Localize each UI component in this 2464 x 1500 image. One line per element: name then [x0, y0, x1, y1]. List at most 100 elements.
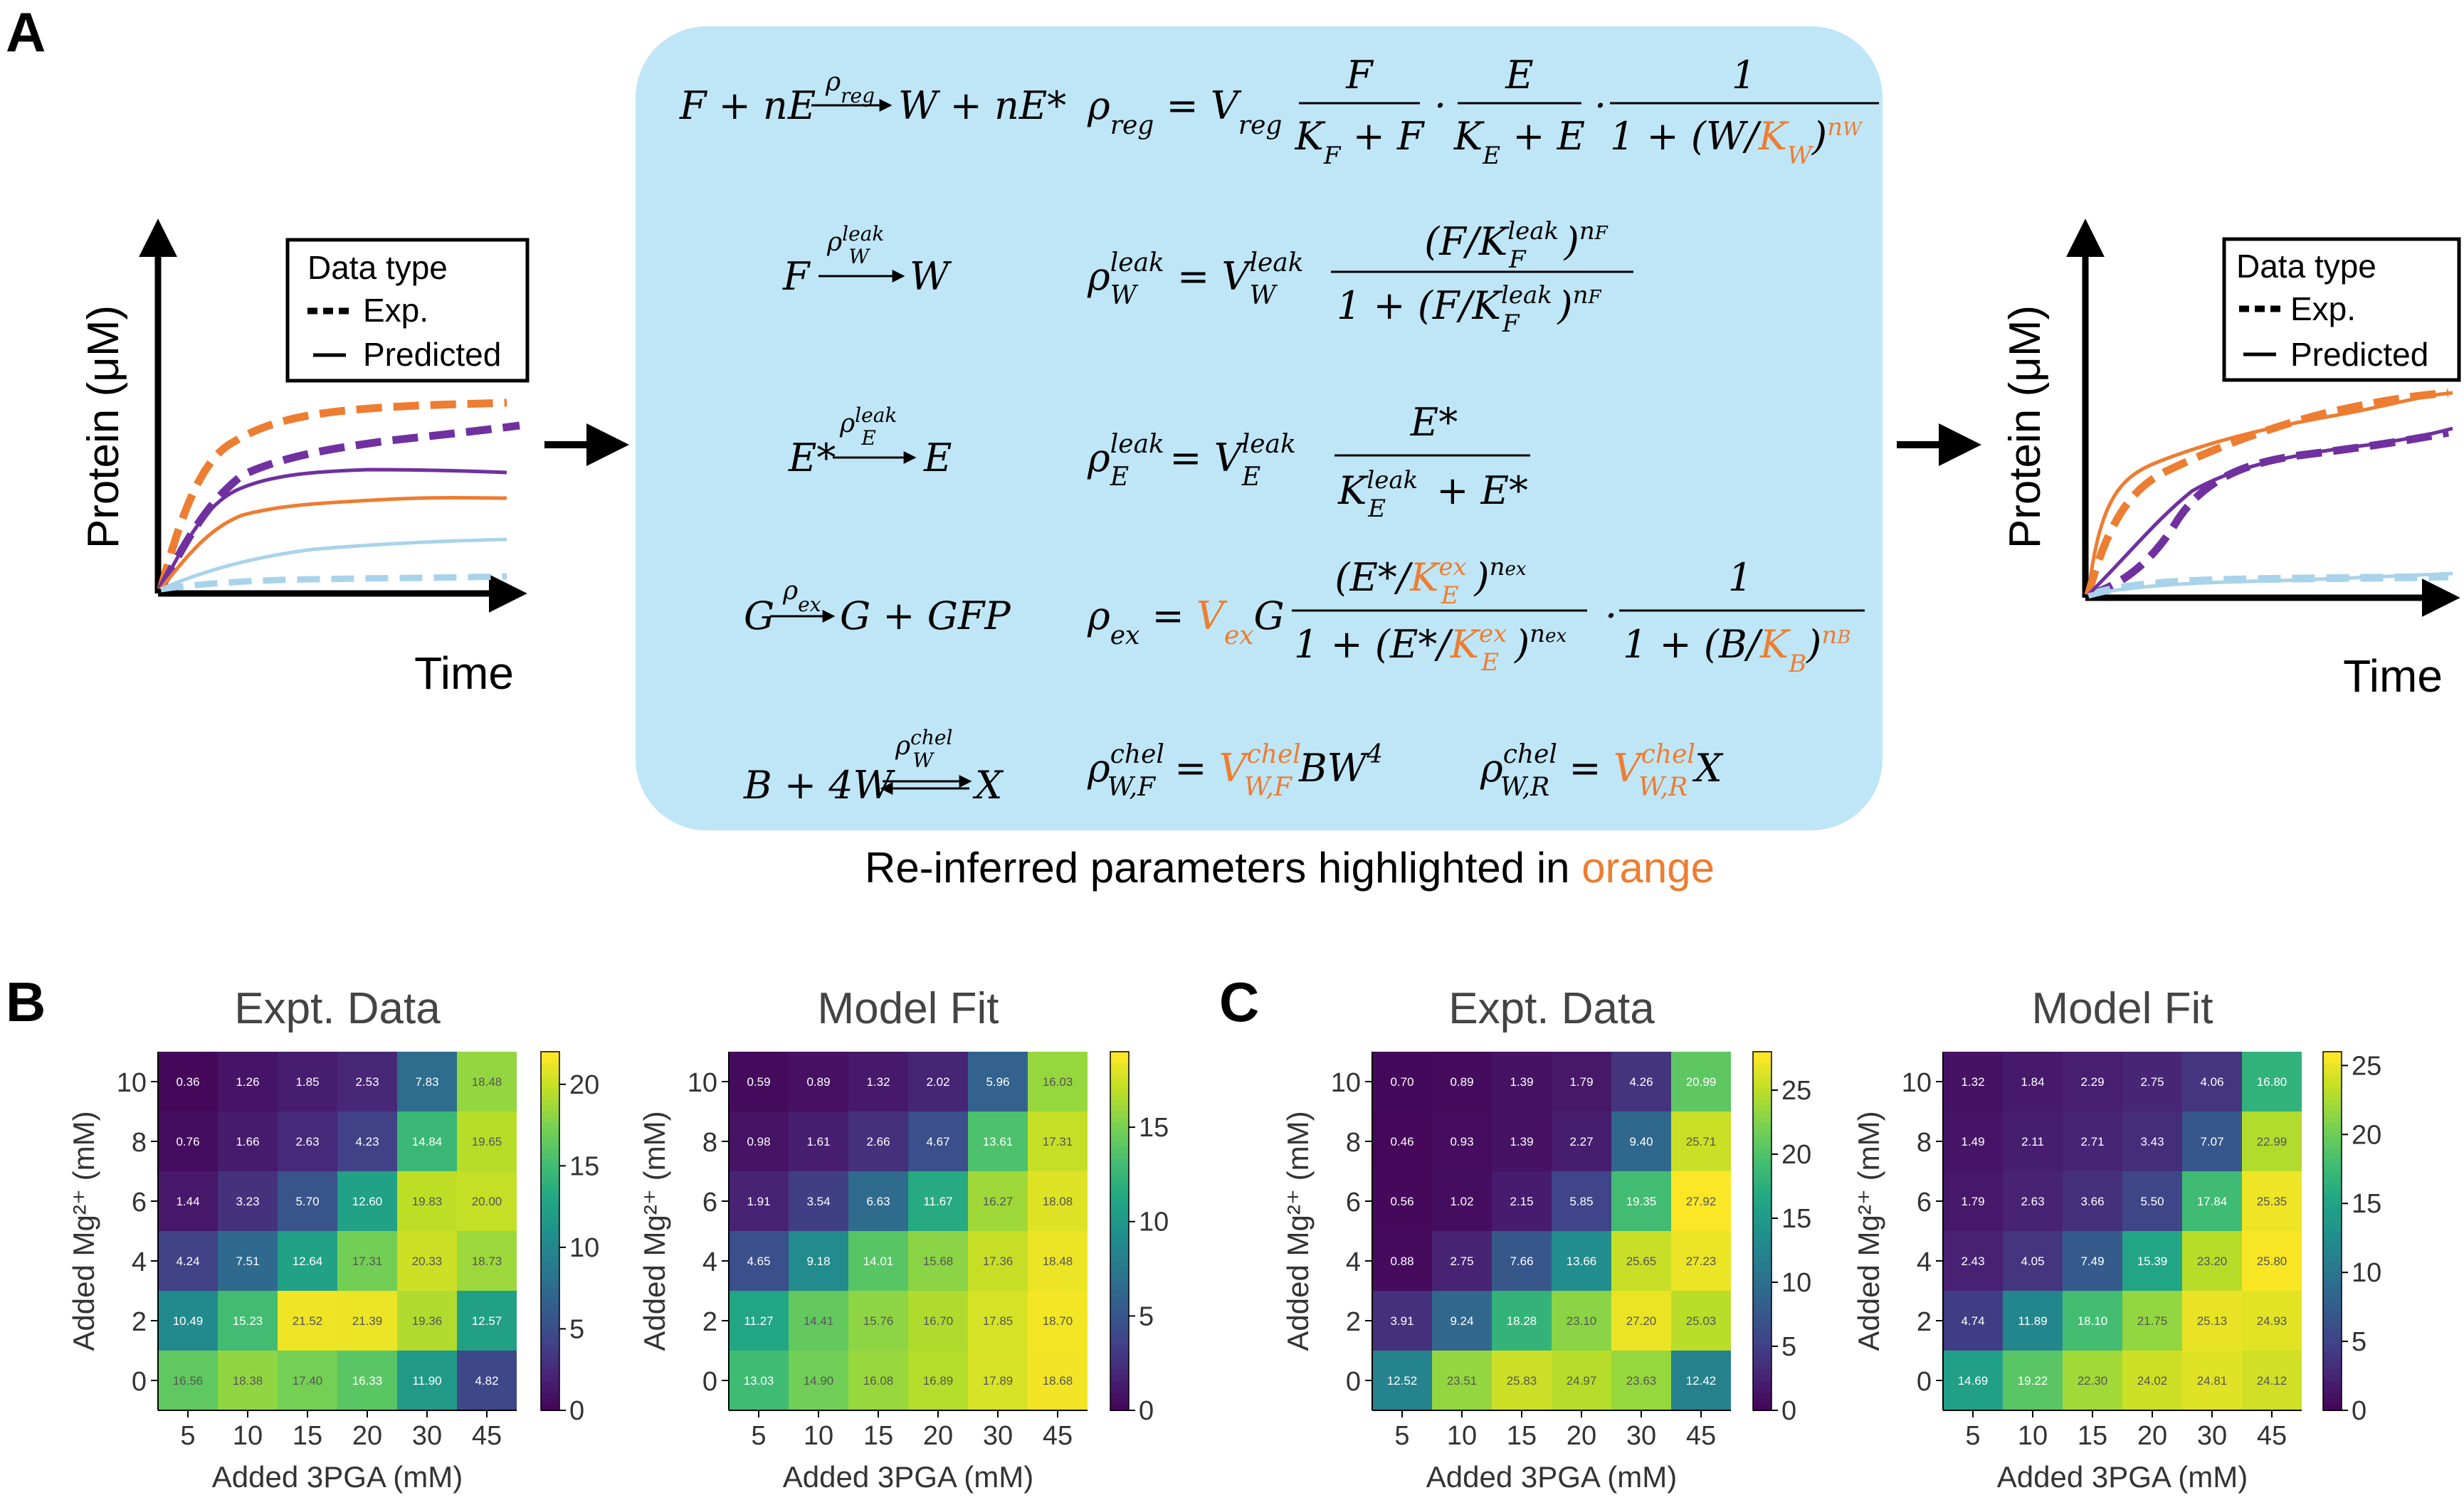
cell-value-label: 20.99: [1686, 1075, 1717, 1089]
colorbar-segment: [541, 1344, 559, 1351]
heatmap-cell: [2242, 1171, 2302, 1231]
y-axis-label: Protein (μM): [2001, 305, 2050, 549]
cell-value-label: 9.18: [806, 1255, 830, 1268]
heatmap-cell: [2182, 1171, 2242, 1231]
heatmap-cell: [1492, 1291, 1552, 1351]
colorbar-segment: [1753, 1314, 1771, 1321]
colorbar-segment: [541, 1153, 559, 1161]
caption-prefix: Re-inferred parameters highlighted in: [865, 844, 1581, 892]
heatmap-cell: [2063, 1231, 2122, 1291]
colorbar-segment: [1753, 1291, 1771, 1298]
cell-value-label: 0.36: [176, 1075, 199, 1089]
x-tick-label: 15: [863, 1421, 893, 1451]
cell-value-label: 0.59: [747, 1075, 770, 1089]
heatmap-cell: [1611, 1351, 1671, 1410]
y-tick-label: 2: [1346, 1307, 1361, 1337]
legend-exp-label: Exp.: [2290, 290, 2356, 327]
colorbar-segment: [1753, 1231, 1771, 1238]
cell-value-label: 0.56: [1390, 1195, 1413, 1208]
x-tick-label: 5: [1965, 1421, 1980, 1451]
colorbar-segment: [1110, 1351, 1129, 1358]
colorbar-segment: [2323, 1351, 2342, 1358]
svg-text:B + 4W: B + 4W: [743, 763, 896, 808]
cell-value-label: 17.31: [1043, 1135, 1073, 1148]
svg-text:1: 1: [1728, 555, 1752, 600]
colorbar-segment: [541, 1284, 559, 1292]
colorbar-segment: [1753, 1165, 1771, 1172]
colorbar-segment: [2323, 1213, 2342, 1220]
colorbar-segment: [1110, 1231, 1129, 1238]
colorbar-segment: [2323, 1111, 2342, 1119]
panel-label-a: A: [6, 1, 46, 63]
heatmap-cell: [908, 1111, 968, 1171]
cell-value-label: 2.75: [1450, 1255, 1473, 1268]
colorbar-segment: [541, 1189, 559, 1196]
heatmap-cell: [908, 1171, 968, 1231]
cell-value-label: 16.80: [2257, 1075, 2287, 1089]
cell-value-label: 21.52: [293, 1314, 323, 1328]
cell-value-label: 25.65: [1626, 1255, 1657, 1268]
cell-value-label: 1.84: [2021, 1075, 2044, 1089]
colorbar-segment: [1753, 1309, 1771, 1316]
cell-value-label: 17.89: [983, 1374, 1013, 1388]
cell-value-label: 10.49: [173, 1314, 204, 1328]
cell-value-label: 23.63: [1626, 1374, 1657, 1388]
reaction-reg: F + nE ρreg W + nE*: [679, 68, 1066, 128]
heatmap-cell: [2003, 1171, 2063, 1231]
colorbar-segment: [2323, 1123, 2342, 1131]
colorbar-segment: [1110, 1386, 1129, 1393]
sketch-plot-right: Protein (μM) Time Data type Exp. Predict…: [2001, 218, 2461, 702]
colorbar-segment: [1753, 1153, 1771, 1161]
colorbar-segment: [1753, 1249, 1771, 1256]
colorbar-segment: [2323, 1129, 2342, 1136]
colorbar-segment: [1110, 1069, 1129, 1077]
cell-value-label: 17.40: [293, 1374, 323, 1388]
heatmap-cell: [848, 1351, 908, 1410]
colorbar-frame: [1110, 1051, 1130, 1411]
model-box: [636, 26, 1883, 830]
colorbar-tick-label: 0: [1781, 1396, 1796, 1426]
cell-value-label: 4.26: [1629, 1075, 1653, 1089]
colorbar-segment: [1110, 1261, 1129, 1268]
svg-text:G: G: [744, 593, 774, 638]
heatmap-cell: [158, 1111, 218, 1171]
colorbar-segment: [2323, 1356, 2342, 1363]
colorbar-segment: [1110, 1159, 1129, 1166]
heatmap-cell: [908, 1351, 968, 1410]
cell-value-label: 2.63: [2021, 1195, 2044, 1208]
y-tick-label: 8: [132, 1128, 147, 1158]
x-tick-label: 10: [233, 1421, 263, 1451]
heatmap-cell: [968, 1171, 1028, 1231]
cell-value-label: 12.57: [472, 1314, 502, 1328]
cell-value-label: 16.27: [983, 1195, 1013, 1208]
colorbar-segment: [1110, 1392, 1129, 1400]
y-tick-label: 2: [1917, 1307, 1932, 1337]
colorbar-segment: [2323, 1261, 2342, 1268]
x-axis-label: Added 3PGA (mM): [212, 1460, 463, 1494]
colorbar-tick-label: 20: [569, 1070, 599, 1100]
cell-value-label: 7.07: [2200, 1135, 2223, 1148]
heatmap-cell: [278, 1291, 337, 1351]
colorbar-segment: [2323, 1309, 2342, 1316]
colorbar-segment: [1753, 1344, 1771, 1351]
cell-value-label: 2.43: [1961, 1255, 1984, 1268]
colorbar-segment: [541, 1291, 559, 1298]
heatmap-cell: [2003, 1291, 2063, 1351]
colorbar-segment: [541, 1296, 559, 1304]
colorbar-segment: [2323, 1177, 2342, 1184]
svg-text:F: F: [782, 254, 811, 299]
cell-value-label: 15.76: [863, 1314, 894, 1328]
cell-value-label: 12.52: [1387, 1374, 1418, 1388]
cell-value-label: 1.79: [1961, 1195, 1984, 1208]
heatmap-cell: [1671, 1231, 1731, 1291]
colorbar-segment: [1110, 1332, 1129, 1340]
colorbar-segment: [1110, 1225, 1129, 1232]
colorbar-segment: [2323, 1219, 2342, 1226]
colorbar-segment: [1753, 1093, 1771, 1101]
cell-value-label: 21.39: [352, 1314, 383, 1328]
heatmap-b-expt: Expt. Data 0.36 1.26 1.85 2.53 7.83 18.48 0.76 1…: [67, 984, 599, 1494]
heatmap-cell: [2063, 1111, 2122, 1171]
cell-value-label: 0.70: [1390, 1075, 1413, 1089]
colorbar-segment: [1753, 1123, 1771, 1131]
cell-value-label: 7.49: [2080, 1255, 2104, 1268]
